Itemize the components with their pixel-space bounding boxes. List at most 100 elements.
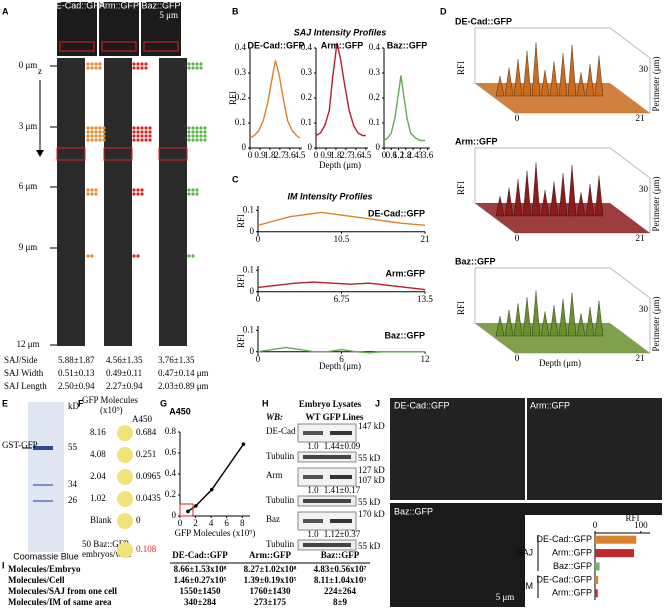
x-tick-label: 0.6 <box>386 150 398 160</box>
label: 1.0 <box>307 441 319 451</box>
dot <box>148 126 152 130</box>
tick-label: 21 <box>636 353 645 363</box>
cell: 8.66±1.53x10⁸ <box>174 564 227 574</box>
cell: 273±175 <box>254 597 286 607</box>
dot <box>136 254 140 258</box>
cell: 2.04 <box>90 471 106 481</box>
label: 1.44±0.09 <box>324 441 361 451</box>
panel-letter: A <box>2 6 9 16</box>
row-label: SAJ Length <box>4 381 47 391</box>
dot <box>195 66 199 70</box>
roi-box <box>101 41 137 52</box>
x-tick-label: 6 <box>339 354 344 364</box>
label: 1.0 <box>307 485 319 495</box>
band <box>303 431 323 435</box>
dot <box>144 126 148 130</box>
x-tick-label: 8 <box>240 518 245 528</box>
image-label: DE-Cad::GFP <box>394 400 450 410</box>
peak <box>576 313 586 337</box>
gel <box>28 402 64 552</box>
well <box>117 447 133 463</box>
dot <box>148 134 152 138</box>
band <box>303 519 323 523</box>
arrow-head <box>36 150 44 157</box>
blot <box>297 511 357 531</box>
marker-label: 34 <box>68 479 78 489</box>
tick-label: 0 <box>515 353 520 363</box>
chart-title: DE-Cad::GFP <box>248 40 305 50</box>
line <box>383 75 426 142</box>
category-label: Arm::GFP <box>552 547 592 557</box>
chart-title: Arm::GFP <box>321 40 364 50</box>
y-tick-label: 0.1 <box>369 117 380 127</box>
cell: 1.02 <box>90 493 106 503</box>
tick-label: 30 <box>639 64 649 74</box>
peak <box>522 297 532 337</box>
dot <box>144 134 148 138</box>
label: 55 kD <box>358 497 381 507</box>
dot <box>187 134 191 138</box>
x-tick-label: 0 <box>382 150 387 160</box>
cell: 8.16 <box>90 427 106 437</box>
line <box>187 443 245 513</box>
peak <box>585 183 595 217</box>
panel-letter: D <box>440 6 447 16</box>
cell: 1550±1450 <box>180 586 221 596</box>
tick-label: 21 <box>636 113 645 123</box>
well <box>117 469 133 485</box>
dot <box>90 134 94 138</box>
label: 170 kD <box>358 509 385 519</box>
dot <box>86 134 90 138</box>
x-tick-label: 2.7 <box>274 150 286 160</box>
dot <box>90 254 94 258</box>
label: Tubulin <box>266 495 295 505</box>
dot <box>140 134 144 138</box>
x-tick-label: 4 <box>209 518 214 528</box>
peak <box>531 162 541 217</box>
peak <box>558 173 568 217</box>
peak <box>513 303 523 337</box>
panel-letter: G <box>160 398 167 408</box>
band <box>303 455 351 459</box>
label: GST-GFP <box>2 440 38 450</box>
peak <box>540 311 550 337</box>
panel-letter: F <box>78 398 84 408</box>
peak <box>522 170 532 217</box>
dot <box>195 130 199 134</box>
peak <box>558 53 568 97</box>
label: 1.12±0.37 <box>324 529 361 539</box>
dot <box>136 66 140 70</box>
tick-label: 0 <box>515 233 520 243</box>
y-tick-label: 0.2 <box>235 92 246 102</box>
dot <box>86 66 90 70</box>
x-tick-label: 0 <box>256 354 261 364</box>
x-tick-label: 12 <box>421 354 430 364</box>
z-label: 3 μm <box>19 121 38 131</box>
roi-box <box>143 41 179 52</box>
label: WT <box>305 412 320 422</box>
dot <box>199 126 203 130</box>
y-tick-label: 0.4 <box>369 42 381 52</box>
band <box>330 519 352 523</box>
x-tick-label: 1.8 <box>330 150 342 160</box>
dot <box>144 62 148 66</box>
image <box>527 398 662 500</box>
dot <box>195 188 199 192</box>
axis-label: RFI <box>456 301 466 315</box>
dot <box>132 126 136 130</box>
label: Arm <box>266 470 283 480</box>
image <box>99 2 139 56</box>
y-tick-label: 0.1 <box>243 204 254 214</box>
peak <box>594 175 604 217</box>
peak <box>549 61 559 97</box>
kymograph <box>159 58 187 346</box>
label: GFP Lines <box>323 412 364 422</box>
dot <box>199 130 203 134</box>
y-tick-label: 0 <box>250 346 255 356</box>
x-tick-label: 21 <box>421 234 430 244</box>
dot <box>203 138 207 142</box>
x-label: GFP Molecules (x10⁹) <box>175 528 256 538</box>
label: Tubulin <box>266 451 295 461</box>
dot <box>132 254 136 258</box>
